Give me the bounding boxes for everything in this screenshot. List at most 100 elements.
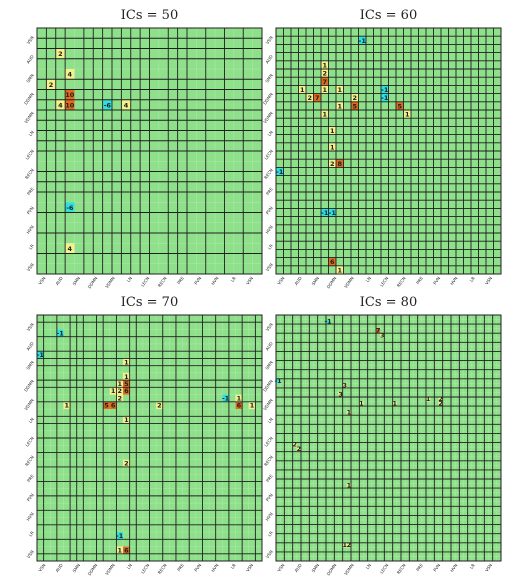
y-tick-label: SMN [25,73,34,84]
cell-label: 2 [157,402,162,410]
cell-label: 6 [124,546,129,554]
heatmap-cell [296,447,301,452]
heatmap-cell [109,401,117,410]
heatmap-cell [123,546,130,554]
cell-label: 1 [111,387,116,395]
heatmap-cell [37,351,44,359]
x-tick-label: PVN [193,276,202,286]
panel-title: ICs = 70 [121,295,178,310]
y-tick-label: LN [28,417,35,424]
heatmap-cell [156,401,163,410]
heatmap-cell [123,416,130,424]
x-tick-label: RECN [396,276,407,288]
x-tick-label: LR [469,563,476,570]
y-tick-label: VSN [265,549,274,559]
y-tick-label: VDMN [262,111,273,124]
x-tick-label: SMN [311,563,320,574]
y-tick-label: SMN [264,360,273,371]
panel-border [275,314,502,562]
y-tick-label: HVN [264,224,273,234]
y-tick-label: VSN [26,262,35,272]
y-tick-label: LN [267,130,274,137]
heatmap-cell [328,208,336,217]
cell-label: 1 [405,111,410,119]
x-tick-label: PRE [176,562,185,572]
heatmap-cell [65,69,75,80]
y-tick-label: DDMN [262,379,274,393]
cell-label: 6 [111,402,116,410]
x-tick-label: PRE [415,562,424,572]
x-tick-label: LN [126,276,133,283]
x-tick-label: DDMN [326,276,338,290]
y-tick-label: LECN [24,149,34,161]
x-tick-label: VSN [484,276,493,286]
heatmap-cell [338,392,343,397]
heatmap-cell [292,442,297,448]
cell-label: 2 [352,94,357,102]
heatmap-cell [298,85,306,94]
x-tick-label: SMN [72,276,81,287]
heatmap-cell [336,85,344,94]
cell-label: -1 [329,209,337,217]
cell-label: -1 [381,86,389,94]
heatmap-cell [123,380,130,388]
x-tick-label: VSN [245,563,254,573]
cell-label: 6 [330,258,335,266]
y-tick-label: VDMN [262,398,273,411]
cell-label: 7 [376,327,381,335]
heatmap-cell [46,79,56,90]
cell-label: -1 [359,37,367,45]
cell-label: 1 [337,86,342,94]
heatmap-cell [336,101,344,110]
cell-label: 2 [322,70,327,78]
heatmap-cell [222,394,229,402]
y-tick-label: LR [28,530,35,537]
cell-label: 5 [397,102,402,110]
heatmap-cell [438,401,443,407]
heatmap-cell [55,48,66,59]
y-tick-label: PVN [26,492,35,502]
y-tick-label: VSN [26,35,35,45]
x-tick-label: LR [230,276,237,283]
cell-label: 1 [300,86,305,94]
x-tick-label: RECN [157,276,168,288]
cell-label: 2 [347,541,352,549]
heatmap-cell [235,394,243,402]
heatmap-cell [116,546,124,554]
y-tick-label: LECN [24,436,34,448]
y-tick-label: RECN [24,168,35,180]
x-tick-label: PVN [432,563,441,573]
y-tick-label: AUD [264,54,273,64]
x-tick-label: LECN [379,563,389,575]
y-tick-label: PVN [265,492,274,502]
heatmap-cell [351,101,359,110]
y-tick-label: LN [267,417,274,424]
y-tick-label: PRE [26,186,35,196]
y-tick-label: HVN [25,224,34,234]
heatmap-cell [381,85,389,94]
y-tick-label: VSN [265,262,274,272]
cell-label: -1 [324,318,332,326]
panel-title: ICs = 80 [360,295,417,310]
heatmap-cell [235,401,243,410]
heatmap-cell [346,542,351,548]
cell-label: -6 [66,204,74,212]
x-tick-label: AUD [54,276,63,286]
cell-label: 1 [392,400,397,408]
y-tick-label: VSN [26,549,35,559]
cell-label: 2 [330,160,335,168]
y-tick-label: PRE [26,473,35,483]
heatmap-cell [123,387,130,395]
y-tick-label: PRE [265,473,274,483]
y-tick-label: LR [267,530,274,537]
heatmap-cell [358,36,366,45]
x-tick-label: VDMN [104,276,115,289]
heatmap-cell [328,126,336,135]
y-tick-label: AUD [264,341,273,351]
cell-label: 1 [124,416,129,424]
